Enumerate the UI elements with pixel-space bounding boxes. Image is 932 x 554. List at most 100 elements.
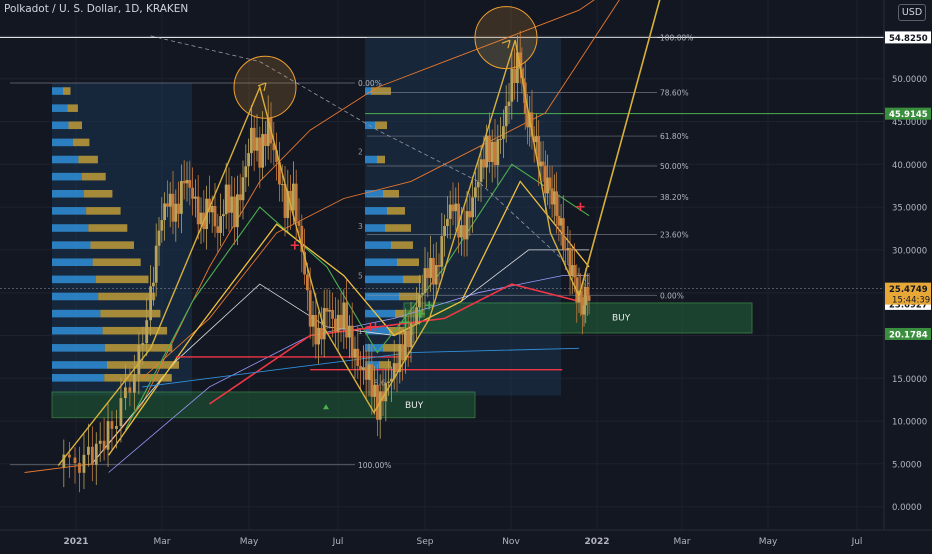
price-badge [885,31,931,44]
price-badge-text: 54.8250 [889,34,928,44]
signal-marker: + [415,307,426,322]
candle-body [564,249,567,251]
candle-body [579,290,583,298]
candle-body [412,323,416,325]
candle-body [345,302,348,338]
signal-marker: + [370,320,381,335]
volume-profile-bar [52,292,99,301]
candle-body [289,190,292,211]
candle-body [106,421,110,450]
candle-body [582,305,586,315]
volume-profile-bar [90,241,134,249]
candle-body [168,193,172,207]
candle-body [322,308,326,340]
zigzag-arrowhead-1 [257,82,267,92]
volume-profile-bar [365,292,399,301]
candle-body [468,211,472,218]
candle-body [532,136,536,143]
candle-body [437,265,441,267]
candle-body [73,457,77,464]
candle-body [566,248,570,250]
candle-body [457,203,460,238]
volume-profile-bar [52,309,101,318]
volume-profile-bar [365,241,391,249]
candle-body [213,206,217,227]
volume-profile-bar [375,121,387,130]
candle-body [264,134,267,147]
fib-label: 38.20% [660,193,689,202]
volume-profile-bar [389,326,413,335]
candle-body [339,314,343,329]
volume-profile-bar [397,258,419,267]
candle-body [132,374,136,393]
candle-body [518,52,522,69]
volume-profile-bar [52,155,79,164]
candle-body [210,206,214,213]
candle-body [182,180,186,184]
candle-body [448,204,452,219]
candle-body [401,344,404,361]
fib-label: 50.00% [660,162,689,171]
candle-body [294,183,298,222]
candle-body [90,446,94,465]
signal-markers: +++ ++++ [289,200,586,335]
candle-body [493,141,497,166]
volume-profile-bar [78,155,98,164]
candle-body [297,221,301,226]
volume-profile-bar [52,258,93,267]
candle-body [149,286,152,321]
fib-label-partial: 3 [358,222,363,231]
time-tick-label: May [759,537,778,547]
volume-profile-bar [96,275,149,284]
candle-body [300,225,304,252]
candle-body [465,211,469,240]
time-tick-label: 2021 [63,537,88,547]
candle-body [98,440,102,444]
volume-profile-left [52,87,179,382]
price-tick-label: 30.0000 [892,246,927,256]
candle-body [378,391,382,420]
price-badge-text: 25.4749 [889,285,928,295]
candle-body [247,153,250,167]
price-tick-label: 10.0000 [892,418,927,428]
candle-body [454,203,458,212]
volume-profile-bar [107,361,179,369]
candle-body [499,138,502,140]
time-axis: 2021 Mar May Jul Sep Nov 2022 Mar May Jul [0,529,932,550]
candle-body [409,323,413,348]
volume-profile-bar [52,224,89,232]
candle-body [364,367,368,380]
purple-ma [108,275,590,473]
currency-selector[interactable]: USD [898,4,926,21]
volume-profile-bar [52,104,68,112]
candle-body [78,463,81,473]
candle-body [185,180,189,184]
volume-profile-bar [52,326,103,335]
candle-body [370,364,374,397]
candle-body [314,315,318,345]
volume-profile-region-right [365,37,561,396]
candle-body [548,177,552,189]
volume-profile-bar [52,138,73,147]
candle-body [544,165,547,194]
candle-body [359,365,362,371]
candle-body [451,204,455,212]
candle-body [342,302,346,329]
candle-body [252,127,256,151]
fib-label: 23.60% [660,230,689,239]
signal-marker: + [365,320,376,335]
volume-profile-bar [365,309,395,318]
fib-label: 0.00% [660,291,684,300]
candle-body [584,286,588,306]
candle-body [557,215,561,226]
candle-body [367,364,371,380]
volume-profile-bar [52,275,96,284]
candle-body [530,112,534,137]
candle-body [373,384,376,397]
candle-body [292,183,295,211]
orange-band-upper [24,0,595,473]
buy-zone-left [51,391,476,419]
zigzag-arrowhead-2 [501,39,511,49]
